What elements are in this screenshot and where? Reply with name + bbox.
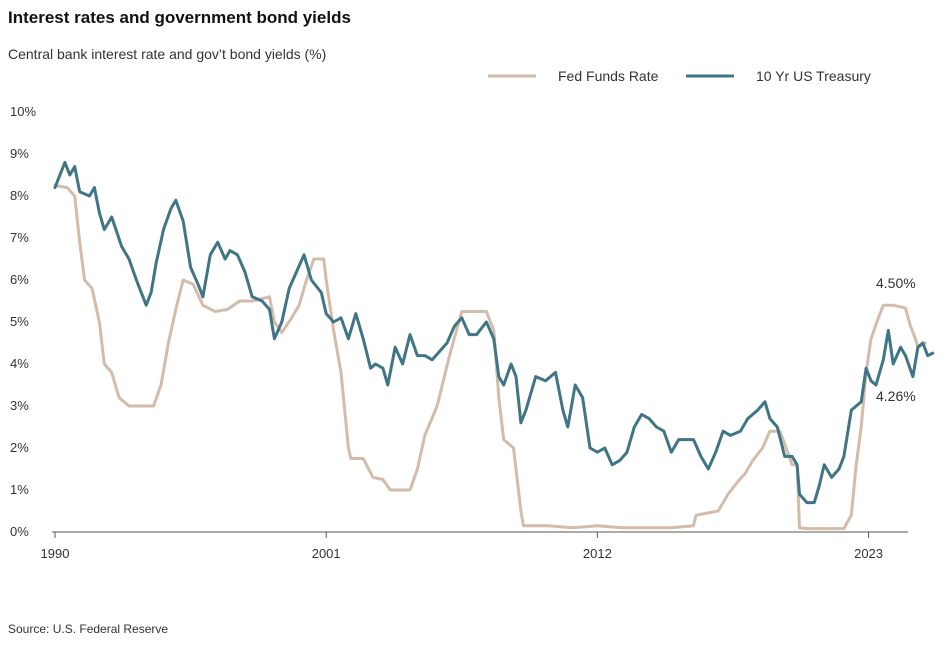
x-tick-label: 2001	[312, 546, 341, 561]
value-annotation: 4.26%	[876, 388, 916, 404]
y-tick-label: 9%	[10, 146, 29, 161]
y-tick-label: 0%	[10, 524, 29, 539]
x-tick-label: 1990	[41, 546, 70, 561]
source-note: Source: U.S. Federal Reserve	[8, 622, 169, 636]
y-tick-label: 2%	[10, 440, 29, 455]
series-lines	[53, 160, 935, 531]
y-tick-label: 10%	[10, 104, 36, 119]
series-line-treasury-10yr	[53, 160, 935, 505]
series-line-fed-funds-rate	[53, 184, 927, 531]
y-axis-ticks: 0% 1% 2% 3% 4% 5% 6% 7% 8% 9% 10%	[10, 104, 36, 539]
chart-title: Interest rates and government bond yield…	[8, 8, 351, 27]
legend-label: Fed Funds Rate	[558, 68, 659, 84]
x-tick-label: 2012	[583, 546, 612, 561]
y-tick-label: 3%	[10, 398, 29, 413]
legend-label: 10 Yr US Treasury	[756, 68, 871, 84]
chart-subtitle: Central bank interest rate and gov’t bon…	[8, 46, 327, 62]
y-tick-label: 7%	[10, 230, 29, 245]
y-tick-label: 4%	[10, 356, 29, 371]
x-axis-ticks: 1990 2001 2012 2023	[41, 531, 908, 561]
y-tick-label: 6%	[10, 272, 29, 287]
x-tick-label: 2023	[854, 546, 883, 561]
annotations: 4.50% 4.26%	[876, 275, 916, 404]
y-tick-label: 1%	[10, 482, 29, 497]
y-tick-label: 8%	[10, 188, 29, 203]
y-tick-label: 5%	[10, 314, 29, 329]
value-annotation: 4.50%	[876, 275, 916, 291]
legend: Fed Funds Rate 10 Yr US Treasury	[488, 68, 871, 84]
